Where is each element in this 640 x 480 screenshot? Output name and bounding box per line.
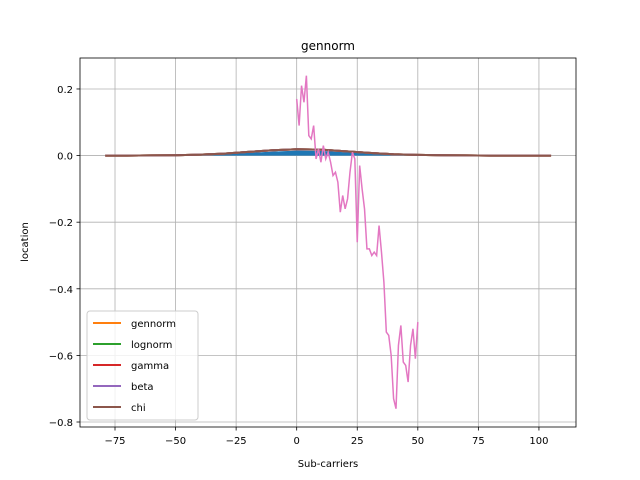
x-tick-label: 50 — [411, 436, 424, 447]
x-tick-label: −50 — [165, 436, 186, 447]
legend-label: lognorm — [131, 340, 172, 351]
line — [105, 148, 552, 157]
x-tick-label: −25 — [226, 436, 247, 447]
y-axis-label: location — [20, 222, 31, 262]
y-tick-label: 0.0 — [57, 152, 73, 163]
legend-label: chi — [131, 403, 146, 414]
legend-label: gennorm — [131, 319, 176, 330]
y-tick-label: −0.4 — [49, 285, 73, 296]
y-tick-label: −0.8 — [49, 418, 73, 429]
x-tick-label: 100 — [529, 436, 548, 447]
legend-box — [86, 310, 199, 421]
y-tick-label: −0.2 — [49, 218, 73, 229]
x-tick-label: 25 — [351, 436, 364, 447]
legend-label: gamma — [131, 361, 169, 372]
axes-frame — [79, 57, 577, 428]
y-tick-label: 0.2 — [57, 85, 73, 96]
x-tick-label: 75 — [472, 436, 485, 447]
y-tick-label: −0.6 — [49, 351, 73, 362]
x-tick-label: −75 — [104, 436, 125, 447]
line — [295, 75, 419, 409]
chart-title: gennorm — [301, 39, 355, 53]
x-axis-label: Sub-carriers — [298, 459, 359, 470]
legend-label: beta — [131, 382, 154, 393]
x-tick-label: 0 — [294, 436, 300, 447]
